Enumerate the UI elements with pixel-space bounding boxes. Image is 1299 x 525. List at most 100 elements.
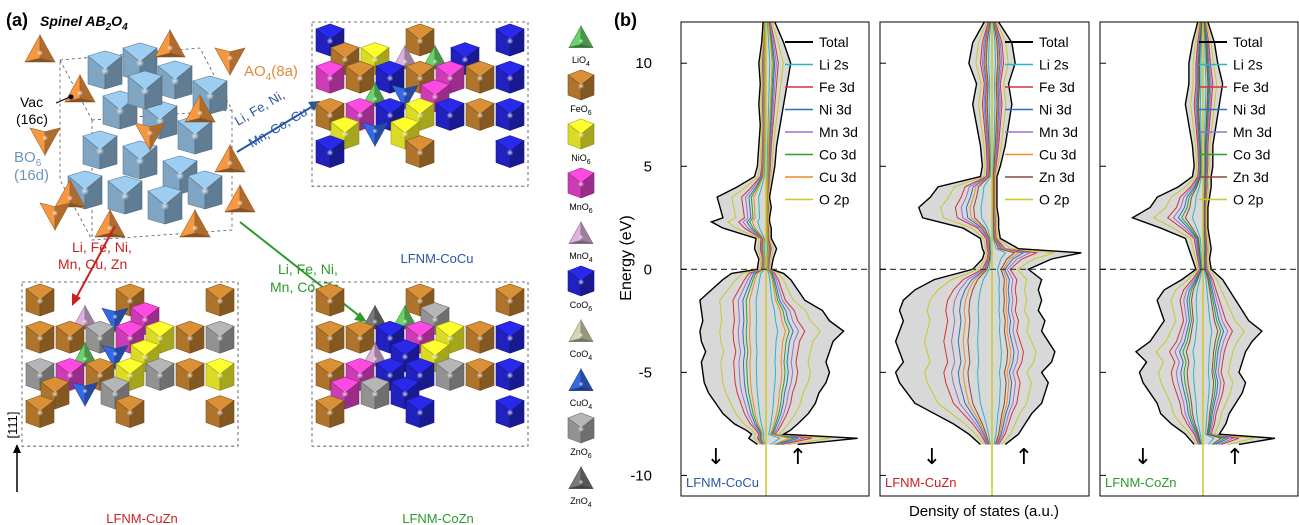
coo6-octahedron xyxy=(495,320,525,354)
pdos-curve-down xyxy=(951,21,990,445)
legend-item-nio6: NiO6 xyxy=(567,118,595,166)
zno6-icon xyxy=(567,412,595,444)
total-dos-up xyxy=(1207,21,1276,446)
ao4-tetrahedron xyxy=(134,122,166,152)
total-dos-fill xyxy=(699,22,858,445)
nio6-octahedron xyxy=(205,358,235,391)
dos-y-ticks: -10 -5 0 5 10 xyxy=(630,55,652,484)
nio6-icon xyxy=(567,118,595,150)
legend-entry: Zn 3d xyxy=(1233,169,1269,185)
plot-frame xyxy=(1099,21,1299,497)
site-b-position: (16d) xyxy=(14,167,49,184)
ao4-tetrahedron xyxy=(64,73,96,103)
structure-cuzn-label: LFNM-CuZn xyxy=(106,511,178,525)
feo6-octahedron xyxy=(465,358,495,391)
legend-item-mno6: MnO6 xyxy=(567,167,595,215)
pdos-curve-down xyxy=(755,21,767,445)
pdos-curve-down xyxy=(1177,21,1202,445)
bo6-octahedron xyxy=(127,70,163,110)
mno6-octahedron xyxy=(315,60,345,94)
feo6-octahedron xyxy=(495,283,525,317)
plot-frame xyxy=(680,21,870,497)
arrow-cuzn-line1: Li, Fe, Ni, xyxy=(72,239,132,255)
arrow-cuzn-line2: Mn, Cu, Zn xyxy=(58,256,127,272)
pdos-curve-down xyxy=(1181,21,1202,445)
pdos-curve-up xyxy=(766,21,791,445)
feo6-octahedron xyxy=(205,395,235,429)
total-dos-up xyxy=(996,21,1082,446)
vac-dot xyxy=(68,94,74,100)
legend-label: MnO6 xyxy=(569,202,593,215)
pdos-curve-up xyxy=(992,21,1016,445)
arrow-cozn-line1: Li, Fe, Ni, xyxy=(278,261,338,277)
legend-entry: Total xyxy=(1039,34,1069,50)
zno6-octahedron xyxy=(360,376,390,410)
total-dos-up xyxy=(768,21,858,446)
site-a-label: AO4(8a) xyxy=(244,63,298,83)
polyhedra-legend: LiO4 FeO6 NiO6 MnO6 MnO4 CoO6 CoO4 CuO4 ZnO6 ZnO4 xyxy=(567,24,595,509)
dos-legend: Total Li 2s Fe 3d Ni 3d Mn 3d Co 3d Zn 3d O 2p xyxy=(1199,34,1272,208)
pdos-curve-down xyxy=(977,21,992,445)
pdos-curve-down xyxy=(719,21,765,445)
pdos-curve-up xyxy=(766,21,781,445)
pdos-curve-up xyxy=(994,21,1055,445)
vac-pointer xyxy=(55,96,71,104)
zno4-icon xyxy=(568,465,594,490)
legend-entry: Li 2s xyxy=(819,57,849,73)
pdos-curve-up xyxy=(1204,21,1236,445)
pdos-curve-up xyxy=(1204,21,1240,445)
legend-label: FeO6 xyxy=(570,104,592,117)
pdos-curve-down xyxy=(732,21,766,445)
pdos-curve-down xyxy=(967,21,991,445)
feo6-octahedron xyxy=(25,395,55,429)
dos-plots: Total Li 2s Fe 3d Ni 3d Mn 3d Co 3d Cu 3d O 2p ↓… xyxy=(680,21,1299,497)
legend-entry: Ni 3d xyxy=(1233,102,1266,118)
pdos-curve-down xyxy=(943,21,989,445)
ao4-tetrahedron xyxy=(214,47,246,77)
total-dos-down xyxy=(894,21,986,446)
zno6-octahedron xyxy=(435,358,465,391)
feo6-octahedron xyxy=(175,320,205,354)
feo6-octahedron xyxy=(315,283,345,317)
vac-label: Vac xyxy=(20,94,43,110)
structure-cozn-label: LFNM-CoZn xyxy=(402,511,474,525)
arrow-to-cuzn-head xyxy=(72,293,81,306)
pdos-curve-down xyxy=(748,21,766,445)
feo6-icon xyxy=(567,69,595,101)
legend-entry: Cu 3d xyxy=(1039,147,1076,163)
feo6-octahedron xyxy=(465,98,495,131)
pdos-curve-up xyxy=(993,21,1039,445)
ao4-tetrahedron xyxy=(179,208,211,238)
legend-label: LiO4 xyxy=(572,55,590,68)
dos-panel-title: LFNM-CuZn xyxy=(885,475,957,490)
spin-down-arrow: ↓ xyxy=(707,445,725,470)
coo6-octahedron xyxy=(315,135,345,169)
legend-entry: Mn 3d xyxy=(819,124,858,140)
feo6-octahedron xyxy=(315,395,345,429)
unit-cell-outline xyxy=(59,47,233,241)
spin-down-arrow: ↓ xyxy=(923,445,941,470)
structure-cuzn xyxy=(21,281,239,447)
pdos-curve-down xyxy=(957,21,990,445)
bo6-octahedron xyxy=(157,60,193,100)
spinel-title: Spinel AB2O4 xyxy=(40,13,128,33)
legend-entry: Co 3d xyxy=(819,147,856,163)
vac-site-label: (16c) xyxy=(16,111,48,127)
pdos-curve-up xyxy=(993,21,1032,445)
cuo4-tetrahedron xyxy=(361,122,389,148)
pdos-curve-up xyxy=(992,21,1007,445)
dos-panel-lfnm-cuzn: Total Li 2s Fe 3d Ni 3d Mn 3d Cu 3d Zn 3d O 2p ↓… xyxy=(879,21,1090,497)
feo6-octahedron xyxy=(465,320,495,354)
cuo4-icon xyxy=(568,367,594,392)
legend-label: ZnO6 xyxy=(570,447,592,460)
pdos-curve-down xyxy=(924,21,988,445)
ao4-tetrahedron xyxy=(214,143,246,173)
coo4-icon xyxy=(568,318,594,343)
legend-entry: Ni 3d xyxy=(819,102,852,118)
total-dos-down xyxy=(1130,21,1199,445)
panel-a: (a) Spinel AB2O4 AO4(8a) Vac (16c) BO6 (… xyxy=(5,10,595,525)
feo6-octahedron xyxy=(345,320,375,354)
bo6-octahedron xyxy=(107,175,143,215)
y-tick-label: -10 xyxy=(630,467,652,484)
feo6-octahedron xyxy=(115,395,145,429)
